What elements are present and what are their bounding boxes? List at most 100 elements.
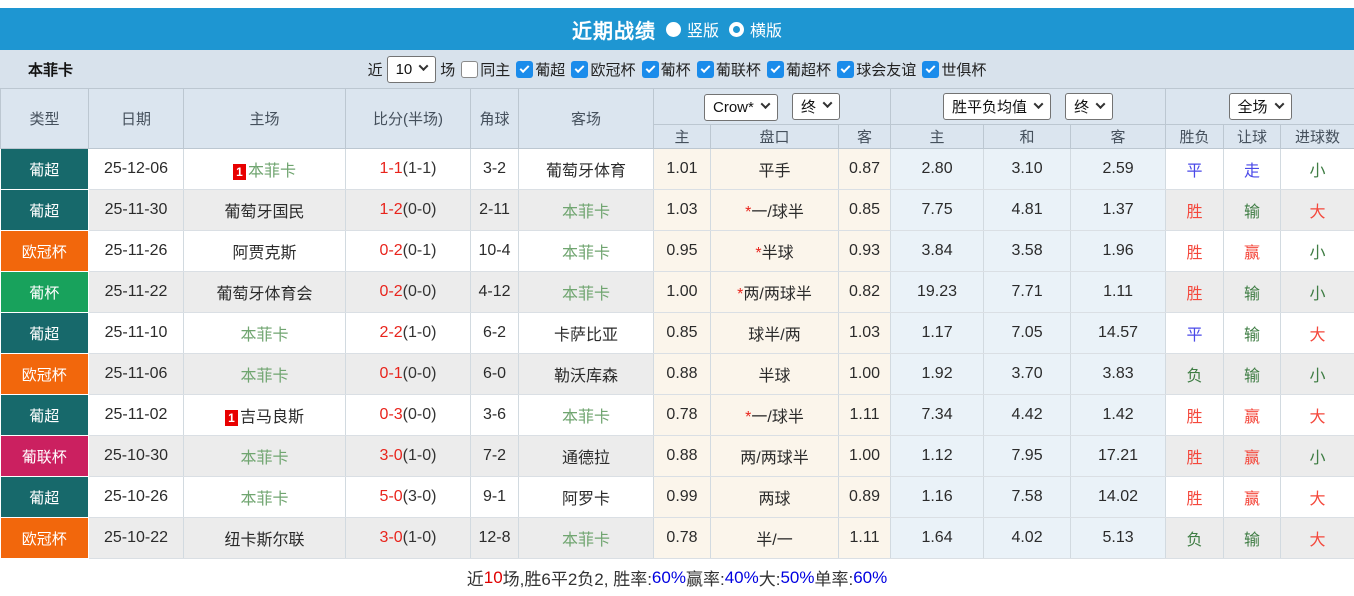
subcol-handicap: 盘口: [711, 125, 839, 149]
league-badge: 葡超: [1, 313, 89, 354]
home-team-cell[interactable]: 本菲卡: [184, 477, 346, 518]
avg-draw-cell: 7.58: [984, 477, 1071, 518]
result-wdl-cell: 胜: [1166, 231, 1224, 272]
title-bar: 近期战绩 竖版 横版: [0, 8, 1354, 50]
handicap-value: 平手: [758, 163, 790, 180]
corners-cell: 2-11: [471, 190, 519, 231]
home-team-cell[interactable]: 葡萄牙国民: [184, 190, 346, 231]
result-goals-cell: 大: [1281, 395, 1354, 436]
red-card-badge: 1: [225, 410, 238, 426]
home-team-cell[interactable]: 本菲卡: [184, 313, 346, 354]
odds-provider-select[interactable]: Crow*: [704, 94, 778, 121]
avg-odds-select[interactable]: 胜平负均值: [943, 93, 1051, 120]
layout-option-horizontal[interactable]: 横版: [729, 17, 782, 41]
checkbox-checked-icon[interactable]: [516, 61, 533, 78]
league-filter-checkbox[interactable]: 葡超: [516, 59, 565, 80]
away-team-cell[interactable]: 通德拉: [519, 436, 654, 477]
checkbox-checked-icon[interactable]: [767, 61, 784, 78]
away-team-name[interactable]: 本菲卡: [562, 532, 610, 549]
handicap-value: 半球: [762, 245, 794, 262]
odds-home-cell: 0.88: [654, 354, 711, 395]
avg-draw-cell: 7.05: [984, 313, 1071, 354]
home-team-name[interactable]: 纽卡斯尔联: [224, 532, 304, 549]
away-team-cell[interactable]: 本菲卡: [519, 395, 654, 436]
radio-unselected-icon[interactable]: [729, 22, 744, 37]
league-filter-checkbox[interactable]: 葡杯: [642, 59, 691, 80]
result-wdl-cell: 平: [1166, 313, 1224, 354]
away-team-name[interactable]: 通德拉: [562, 450, 610, 467]
away-team-cell[interactable]: 本菲卡: [519, 231, 654, 272]
home-team-name[interactable]: 本菲卡: [248, 163, 296, 180]
away-team-cell[interactable]: 本菲卡: [519, 518, 654, 559]
radio-selected-icon[interactable]: [666, 22, 681, 37]
fulltime-score: 1-2: [380, 201, 403, 218]
away-team-cell[interactable]: 葡萄牙体育: [519, 149, 654, 190]
away-team-name[interactable]: 本菲卡: [562, 286, 610, 303]
recent-label: 近: [368, 59, 383, 80]
odds-away-cell: 0.82: [839, 272, 891, 313]
halftime-score: (3-0): [403, 488, 437, 505]
league-badge: 葡超: [1, 477, 89, 518]
handicap-value: 一/球半: [751, 204, 803, 221]
avg-state-select[interactable]: 终: [1065, 93, 1113, 120]
checkbox-checked-icon[interactable]: [642, 61, 659, 78]
home-team-name[interactable]: 吉马良斯: [240, 409, 304, 426]
home-team-name[interactable]: 本菲卡: [240, 450, 288, 467]
away-team-name[interactable]: 卡萨比亚: [554, 327, 618, 344]
col-header-date: 日期: [89, 89, 184, 149]
league-filter-checkbox[interactable]: 欧冠杯: [571, 59, 635, 80]
home-team-cell[interactable]: 纽卡斯尔联: [184, 518, 346, 559]
away-team-cell[interactable]: 本菲卡: [519, 272, 654, 313]
league-filter-checkbox[interactable]: 葡超杯: [767, 59, 831, 80]
away-team-cell[interactable]: 勒沃库森: [519, 354, 654, 395]
home-team-cell[interactable]: 阿贾克斯: [184, 231, 346, 272]
away-team-name[interactable]: 勒沃库森: [554, 368, 618, 385]
away-team-cell[interactable]: 本菲卡: [519, 190, 654, 231]
league-badge: 葡超: [1, 190, 89, 231]
checkbox-checked-icon[interactable]: [697, 61, 714, 78]
home-team-name[interactable]: 本菲卡: [240, 491, 288, 508]
avg-draw-cell: 3.70: [984, 354, 1071, 395]
layout-option-vertical-label: 竖版: [687, 17, 719, 41]
home-team-cell[interactable]: 葡萄牙体育会: [184, 272, 346, 313]
checkbox-checked-icon[interactable]: [837, 61, 854, 78]
odds-state-select[interactable]: 终: [792, 93, 840, 120]
home-team-name[interactable]: 葡萄牙国民: [224, 204, 304, 221]
home-team-name[interactable]: 本菲卡: [240, 327, 288, 344]
away-team-name[interactable]: 阿罗卡: [562, 491, 610, 508]
chevron-down-icon: [1034, 99, 1044, 109]
match-date: 25-12-06: [89, 149, 184, 190]
home-team-name[interactable]: 本菲卡: [240, 368, 288, 385]
checkbox-checked-icon[interactable]: [922, 61, 939, 78]
fulltime-score: 3-0: [380, 529, 403, 546]
odds-away-cell: 1.00: [839, 436, 891, 477]
layout-option-vertical[interactable]: 竖版: [666, 17, 719, 41]
checkbox-checked-icon[interactable]: [571, 61, 588, 78]
avg-home-cell: 19.23: [891, 272, 984, 313]
halftime-score: (0-0): [403, 365, 437, 382]
home-team-cell[interactable]: 本菲卡: [184, 436, 346, 477]
league-filter-checkbox[interactable]: 世俱杯: [922, 59, 986, 80]
table-row: 欧冠杯 25-10-22 纽卡斯尔联 3-0(1-0) 12-8 本菲卡 0.7…: [1, 518, 1354, 559]
home-team-name[interactable]: 葡萄牙体育会: [216, 286, 312, 303]
away-team-name[interactable]: 葡萄牙体育: [546, 163, 626, 180]
away-team-name[interactable]: 本菲卡: [562, 204, 610, 221]
result-scope-select[interactable]: 全场: [1229, 93, 1292, 120]
away-team-name[interactable]: 本菲卡: [562, 245, 610, 262]
home-team-name[interactable]: 阿贾克斯: [232, 245, 296, 262]
away-team-name[interactable]: 本菲卡: [562, 409, 610, 426]
home-team-cell[interactable]: 本菲卡: [184, 354, 346, 395]
recent-count-select[interactable]: 10: [387, 56, 437, 83]
checkbox-unchecked-icon[interactable]: [461, 61, 478, 78]
league-filter-checkbox[interactable]: 球会友谊: [837, 59, 916, 80]
league-filter-checkbox[interactable]: 葡联杯: [697, 59, 761, 80]
away-team-cell[interactable]: 阿罗卡: [519, 477, 654, 518]
avg-away-cell: 1.37: [1071, 190, 1166, 231]
league-filter-label: 葡杯: [661, 59, 691, 80]
same-home-checkbox[interactable]: 同主: [461, 59, 510, 80]
summary-single-rate: 60%: [853, 568, 887, 588]
away-team-cell[interactable]: 卡萨比亚: [519, 313, 654, 354]
result-wdl-cell: 胜: [1166, 272, 1224, 313]
